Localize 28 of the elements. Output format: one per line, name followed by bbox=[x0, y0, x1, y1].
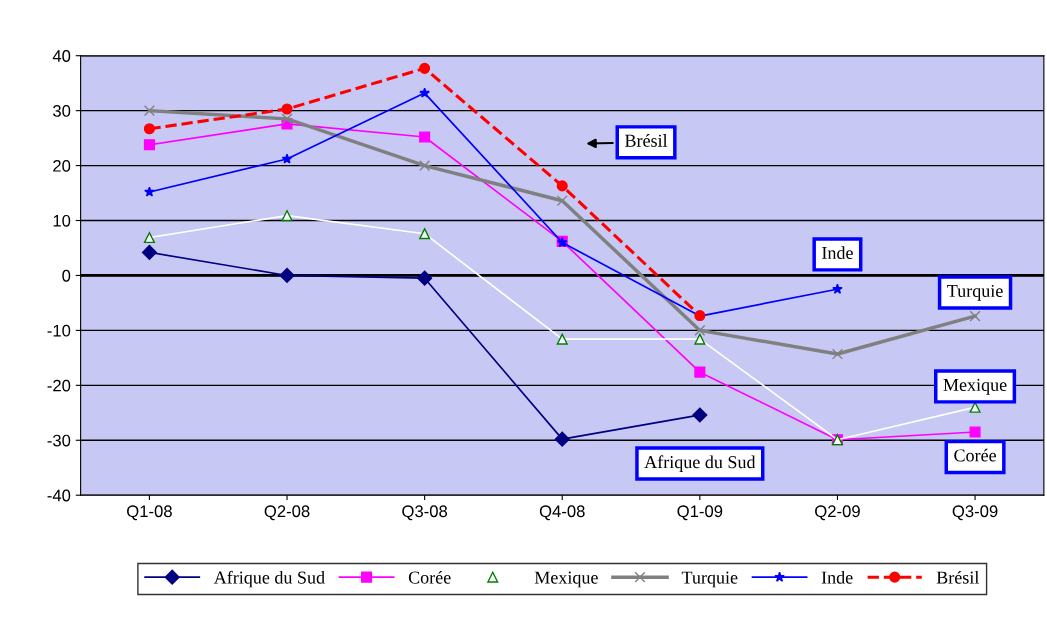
legend-label: Turquie bbox=[681, 571, 738, 588]
annotation: Corée bbox=[954, 448, 996, 462]
x-tick-label: Q1-08 bbox=[127, 505, 172, 521]
x-tick-label: Q3-09 bbox=[952, 505, 998, 521]
annotation: Mexique bbox=[943, 378, 1007, 395]
legend-label: Mexique bbox=[534, 571, 598, 588]
annotation: Inde bbox=[822, 246, 853, 259]
legend-label: Brésil bbox=[936, 570, 979, 584]
y-tick-label: 30 bbox=[53, 105, 71, 117]
legend-label: Corée bbox=[408, 570, 451, 584]
legend-label: Inde bbox=[821, 570, 853, 584]
y-tick-label: -10 bbox=[47, 324, 71, 337]
x-tick-label: Q3-08 bbox=[402, 505, 448, 521]
annotation: Brésil bbox=[624, 134, 668, 147]
x-tick-label: Q4-08 bbox=[539, 505, 585, 521]
x-tick-label: Q1-09 bbox=[677, 505, 723, 521]
y-tick-label: -40 bbox=[47, 489, 71, 502]
x-tick-label: Q2-08 bbox=[264, 505, 310, 521]
legend-label: Afrique du Sud bbox=[213, 570, 325, 588]
y-tick-label: 40 bbox=[52, 50, 71, 62]
y-tick-label: -20 bbox=[47, 379, 71, 392]
y-tick-label: 10 bbox=[53, 214, 71, 227]
annotation: Turquie bbox=[947, 284, 1003, 301]
annotation: Afrique du Sud bbox=[644, 455, 756, 472]
x-tick-label: Q2-09 bbox=[815, 505, 860, 521]
y-tick-label: 0 bbox=[62, 269, 71, 282]
y-tick-label: 20 bbox=[53, 159, 71, 172]
y-tick-label: -30 bbox=[47, 434, 71, 447]
